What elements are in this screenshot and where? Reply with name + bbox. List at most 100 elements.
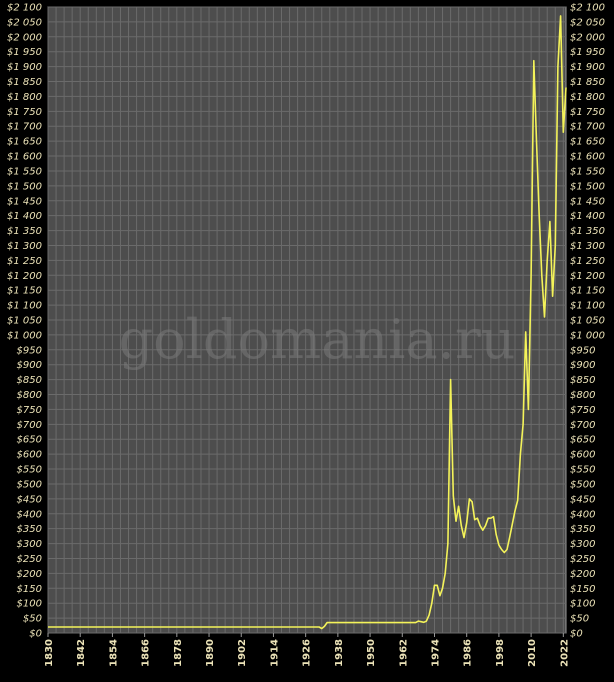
y-tick-label: $1 650 bbox=[7, 137, 42, 148]
y-tick-label: $1 750 bbox=[7, 107, 42, 118]
x-tick-label: 1974 bbox=[430, 639, 441, 667]
y-tick-label: $1 800 bbox=[570, 92, 605, 103]
y-tick-label: $1 850 bbox=[570, 77, 605, 88]
y-tick-label: $1 850 bbox=[7, 77, 42, 88]
y-tick-label: $500 bbox=[570, 479, 595, 490]
y-tick-label: $200 bbox=[17, 569, 42, 580]
y-tick-label: $700 bbox=[17, 420, 42, 431]
y-tick-label: $1 100 bbox=[7, 301, 42, 312]
y-tick-label: $300 bbox=[570, 539, 595, 550]
y-tick-label: $0 bbox=[570, 629, 583, 640]
y-tick-label: $1 600 bbox=[570, 152, 605, 163]
y-tick-label: $600 bbox=[17, 450, 42, 461]
y-tick-label: $400 bbox=[570, 509, 595, 520]
y-tick-label: $1 300 bbox=[570, 241, 605, 252]
y-tick-label: $250 bbox=[570, 554, 595, 565]
y-tick-label: $1 450 bbox=[7, 196, 42, 207]
x-tick-label: 1866 bbox=[141, 639, 152, 667]
y-tick-label: $1 550 bbox=[7, 166, 42, 177]
x-tick-label: 1890 bbox=[205, 639, 216, 667]
x-tick-label: 2010 bbox=[527, 639, 538, 667]
y-tick-label: $1 650 bbox=[570, 137, 605, 148]
y-tick-label: $1 000 bbox=[7, 330, 42, 341]
y-tick-label: $1 400 bbox=[7, 211, 42, 222]
y-tick-label: $950 bbox=[570, 345, 595, 356]
x-tick-label: 1962 bbox=[398, 639, 409, 667]
x-tick-label: 1950 bbox=[366, 639, 377, 667]
y-tick-label: $1 350 bbox=[7, 226, 42, 237]
y-tick-label: $1 500 bbox=[7, 181, 42, 192]
y-tick-label: $400 bbox=[17, 509, 42, 520]
y-tick-label: $950 bbox=[17, 345, 42, 356]
y-tick-label: $450 bbox=[17, 494, 42, 505]
y-tick-label: $1 950 bbox=[7, 47, 42, 58]
y-tick-label: $100 bbox=[17, 599, 42, 610]
y-tick-label: $2 100 bbox=[7, 3, 42, 14]
x-tick-label: 1938 bbox=[334, 639, 345, 667]
y-tick-label: $1 700 bbox=[570, 122, 605, 133]
y-tick-label: $900 bbox=[17, 360, 42, 371]
x-tick-label: 1842 bbox=[76, 639, 87, 667]
y-tick-label: $1 300 bbox=[7, 241, 42, 252]
y-tick-label: $650 bbox=[570, 435, 595, 446]
y-tick-label: $1 800 bbox=[7, 92, 42, 103]
y-tick-label: $150 bbox=[17, 584, 42, 595]
y-tick-label: $900 bbox=[570, 360, 595, 371]
y-tick-label: $800 bbox=[17, 390, 42, 401]
x-axis: 1830 1842 1854 1866 1878 1890 1902 1914 1926 1938… bbox=[44, 633, 570, 667]
y-tick-label: $1 200 bbox=[7, 271, 42, 282]
y-tick-label: $1 750 bbox=[570, 107, 605, 118]
y-tick-label: $350 bbox=[570, 524, 595, 535]
y-axis-right: $0 $50 $100 $150 $200 $250 $300 $350 $400 $450 $50… bbox=[570, 3, 605, 640]
y-tick-label: $1 050 bbox=[570, 316, 605, 327]
y-tick-label: $2 050 bbox=[570, 17, 605, 28]
y-tick-label: $1 350 bbox=[570, 226, 605, 237]
y-tick-label: $300 bbox=[17, 539, 42, 550]
y-tick-label: $1 150 bbox=[7, 286, 42, 297]
y-tick-label: $550 bbox=[570, 465, 595, 476]
y-tick-label: $1 600 bbox=[7, 152, 42, 163]
y-tick-label: $750 bbox=[17, 405, 42, 416]
y-axis-left: $0 $50 $100 $150 $200 $250 $300 $350 $400 $450 $50… bbox=[7, 3, 42, 640]
y-tick-label: $100 bbox=[570, 599, 595, 610]
price-line bbox=[48, 15, 567, 630]
x-tick-label: 1914 bbox=[269, 639, 280, 667]
y-tick-label: $250 bbox=[17, 554, 42, 565]
y-tick-label: $1 000 bbox=[570, 330, 605, 341]
y-tick-label: $0 bbox=[29, 629, 42, 640]
y-tick-label: $1 050 bbox=[7, 316, 42, 327]
y-tick-label: $350 bbox=[17, 524, 42, 535]
y-tick-label: $850 bbox=[17, 375, 42, 386]
y-tick-label: $550 bbox=[17, 465, 42, 476]
y-tick-label: $500 bbox=[17, 479, 42, 490]
y-tick-label: $2 050 bbox=[7, 17, 42, 28]
y-tick-label: $600 bbox=[570, 450, 595, 461]
y-tick-label: $2 000 bbox=[7, 32, 42, 43]
y-tick-label: $150 bbox=[570, 584, 595, 595]
y-tick-label: $800 bbox=[570, 390, 595, 401]
y-tick-label: $1 900 bbox=[570, 62, 605, 73]
watermark: goldomania.ru bbox=[119, 308, 516, 371]
y-tick-label: $2 100 bbox=[570, 3, 605, 14]
x-tick-label: 1854 bbox=[108, 639, 119, 667]
x-tick-label: 1926 bbox=[302, 639, 313, 667]
y-tick-label: $1 100 bbox=[570, 301, 605, 312]
y-tick-label: $1 900 bbox=[7, 62, 42, 73]
x-tick-label: 1902 bbox=[237, 639, 248, 667]
y-tick-label: $50 bbox=[570, 614, 589, 625]
y-tick-label: $1 450 bbox=[570, 196, 605, 207]
y-tick-label: $1 250 bbox=[570, 256, 605, 267]
x-tick-label: 1878 bbox=[173, 639, 184, 667]
grid bbox=[47, 6, 566, 634]
y-tick-label: $2 000 bbox=[570, 32, 605, 43]
y-tick-label: $750 bbox=[570, 405, 595, 416]
x-tick-label: 2022 bbox=[559, 639, 570, 667]
y-tick-label: $1 400 bbox=[570, 211, 605, 222]
y-tick-label: $650 bbox=[17, 435, 42, 446]
y-tick-label: $1 200 bbox=[570, 271, 605, 282]
y-tick-label: $850 bbox=[570, 375, 595, 386]
x-tick-label: 1998 bbox=[495, 639, 506, 667]
y-tick-label: $1 150 bbox=[570, 286, 605, 297]
series-layer bbox=[48, 15, 567, 630]
